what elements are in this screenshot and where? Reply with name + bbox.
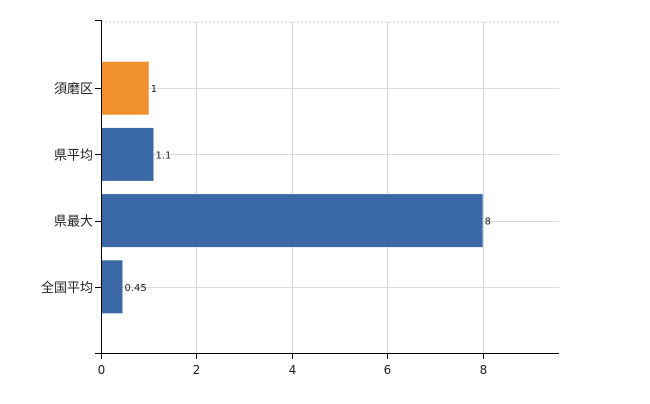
x-tick-label-2: 2 [193, 363, 201, 377]
data-label-2: 8 [485, 217, 491, 228]
data-label-1: 1.1 [155, 150, 171, 161]
category-label-1: 県平均 [54, 148, 93, 163]
category-label-2: 県最大 [54, 215, 93, 230]
x-tick-label-4: 4 [289, 363, 297, 377]
x-tick-label-6: 6 [384, 363, 392, 377]
data-label-0: 1 [151, 84, 157, 95]
bar-0 [101, 61, 149, 115]
bar-1 [101, 127, 154, 181]
bar-3 [101, 260, 123, 314]
axes-layer [95, 20, 559, 359]
bar-2 [101, 194, 483, 248]
data-label-3: 0.45 [124, 283, 146, 294]
category-label-0: 須磨区 [54, 82, 93, 97]
x-tick-label-0: 0 [98, 363, 106, 377]
bars-layer [101, 61, 483, 314]
grid-layer [101, 21, 559, 353]
x-tick-label-8: 8 [480, 363, 488, 377]
category-label-3: 全国平均 [41, 280, 93, 296]
